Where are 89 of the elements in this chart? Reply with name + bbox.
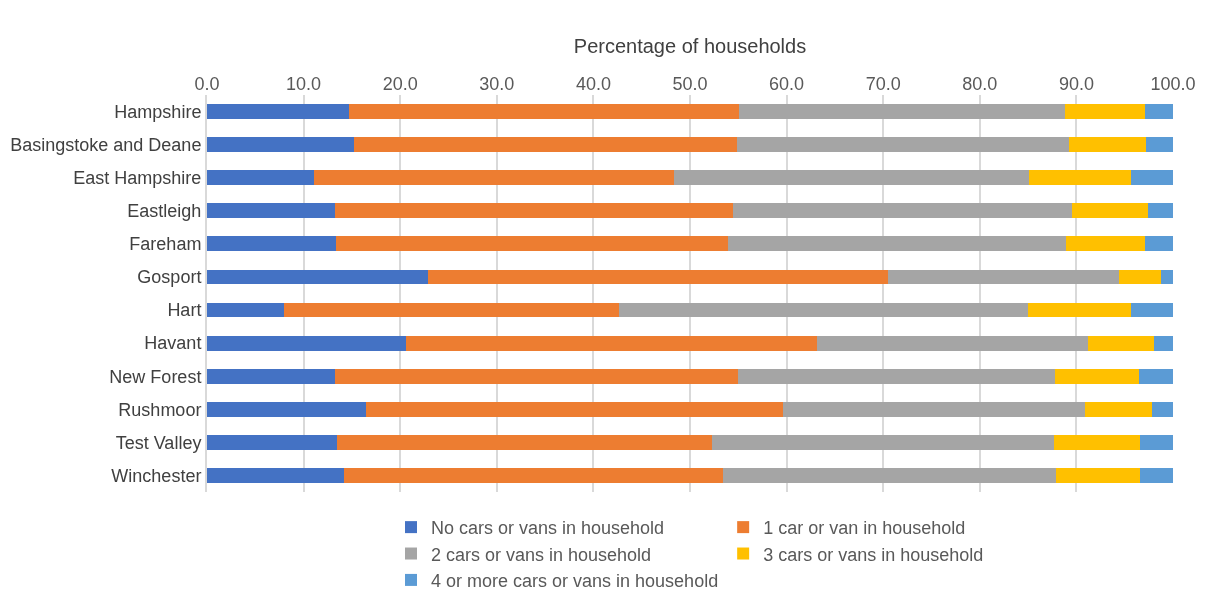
bar — [207, 401, 367, 417]
bar — [334, 203, 734, 219]
x-axis-title: Percentage of households — [573, 34, 807, 57]
y-tick-label: Gosport — [137, 267, 202, 288]
bar — [722, 468, 1057, 483]
bar — [1153, 335, 1173, 351]
y-tick-label: New Forest — [109, 366, 202, 387]
bar — [207, 104, 349, 119]
legend-label: 3 cars or vans in household — [763, 544, 984, 565]
y-tick-label: Havant — [144, 333, 202, 354]
x-tick-label: 40.0 — [575, 74, 611, 95]
bar — [207, 434, 338, 450]
bar — [349, 104, 740, 119]
bar — [207, 368, 335, 384]
bar — [1056, 468, 1141, 483]
bar — [207, 236, 337, 252]
y-tick-label: Basingstoke and Deane — [10, 134, 202, 155]
bar — [1085, 401, 1152, 417]
bar — [284, 302, 619, 318]
x-tick-label: 100.0 — [1150, 74, 1196, 95]
bar — [727, 236, 1066, 252]
bar — [406, 335, 817, 351]
bar — [314, 170, 674, 186]
bar — [207, 468, 345, 483]
bar — [1130, 170, 1173, 186]
x-tick-label: 70.0 — [865, 74, 901, 95]
bar — [1054, 434, 1141, 450]
bar — [1139, 368, 1173, 384]
bar — [1130, 302, 1173, 318]
bar — [1161, 269, 1173, 285]
y-tick-label: Hampshire — [114, 101, 202, 122]
bar — [1118, 269, 1162, 285]
bar — [618, 302, 1029, 318]
bar — [1140, 468, 1173, 483]
x-tick-label: 50.0 — [672, 74, 708, 95]
bar — [207, 335, 406, 351]
x-tick-label: 10.0 — [286, 74, 322, 95]
y-tick-label: Fareham — [129, 234, 202, 255]
bar — [673, 170, 1030, 186]
bar — [1140, 434, 1173, 450]
bar — [337, 434, 713, 450]
bar — [366, 401, 783, 417]
bar — [1087, 335, 1154, 351]
bar — [207, 203, 335, 219]
legend-label: 2 cars or vans in household — [431, 544, 652, 565]
bar — [1055, 368, 1140, 384]
y-tick-label: Test Valley — [115, 432, 202, 453]
bar — [737, 137, 1069, 153]
bar — [1145, 137, 1173, 153]
bar — [1029, 170, 1131, 186]
legend-label: 4 or more cars or vans in household — [431, 570, 719, 591]
bar — [733, 203, 1072, 219]
bar — [336, 236, 728, 252]
bar — [1151, 401, 1173, 417]
bar — [739, 104, 1065, 119]
bar — [1028, 302, 1131, 318]
bar — [1071, 203, 1148, 219]
x-tick-label: 90.0 — [1058, 74, 1094, 95]
bar — [782, 401, 1086, 417]
y-tick-label: Eastleigh — [127, 201, 202, 222]
bar — [353, 137, 738, 153]
bar — [207, 170, 315, 186]
bar — [428, 269, 889, 285]
bar — [207, 137, 354, 153]
x-tick-label: 80.0 — [962, 74, 998, 95]
bar — [207, 302, 285, 318]
x-tick-label: 20.0 — [382, 74, 418, 95]
bar — [344, 468, 723, 483]
y-tick-label: East Hampshire — [73, 168, 202, 189]
legend-label: No cars or vans in household — [431, 518, 665, 539]
x-tick-label: 60.0 — [769, 74, 805, 95]
x-tick-label: 0.0 — [194, 74, 220, 95]
legend-label: 1 car or van in household — [763, 518, 966, 539]
bar — [1064, 104, 1145, 119]
bar — [712, 434, 1055, 450]
bar — [1144, 236, 1173, 252]
y-tick-label: Hart — [167, 300, 202, 321]
bar — [888, 269, 1119, 285]
bar — [816, 335, 1088, 351]
y-tick-label: Winchester — [111, 465, 202, 486]
bar — [1065, 236, 1145, 252]
bar — [334, 368, 739, 384]
bar — [1144, 104, 1173, 119]
bar — [738, 368, 1056, 384]
x-tick-label: 30.0 — [479, 74, 515, 95]
bar — [1068, 137, 1146, 153]
bar — [1147, 203, 1173, 219]
y-tick-label: Rushmoor — [118, 399, 202, 420]
bar — [207, 269, 429, 285]
